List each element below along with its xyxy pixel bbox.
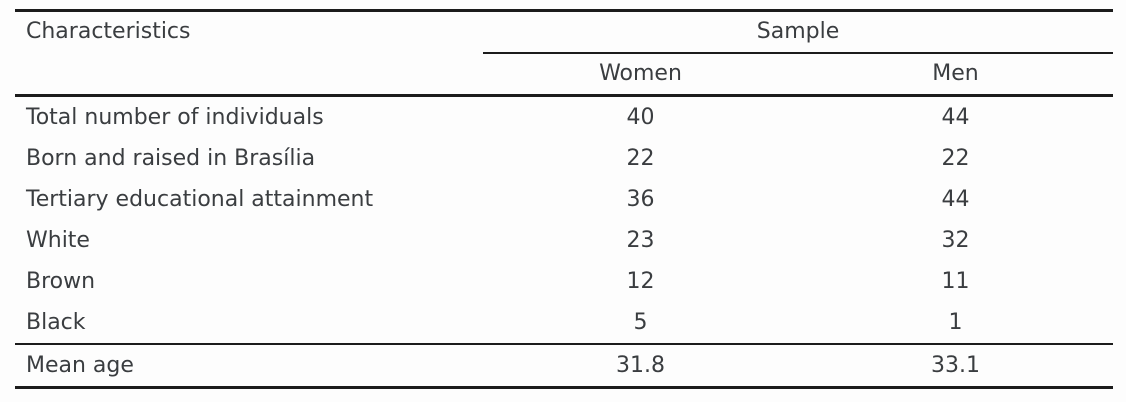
row-label: Born and raised in Brasília (26, 145, 316, 171)
mean-age-row: Mean age 31.8 33.1 (15, 343, 1113, 389)
men-value-cell: 44 (941, 186, 970, 212)
women-value-cell: 5 (633, 309, 648, 335)
women-value-cell: 36 (626, 186, 655, 212)
group-header-row: Characteristics Sample (15, 10, 1113, 97)
women-value-cell: 31.8 (483, 343, 798, 389)
women-value-cell: 23 (626, 227, 655, 253)
row-label: Brown (26, 268, 96, 294)
sample-characteristics-table: Characteristics Sample Women Men Total n… (15, 9, 1113, 389)
table-body: Total number of individuals 40 44 Born a… (15, 96, 1113, 345)
column-header-men: Men (798, 53, 1113, 97)
table-row: Brown 12 11 (15, 261, 1113, 302)
column-header-characteristics: Characteristics (15, 10, 483, 97)
characteristics-table: Characteristics Sample Women Men Total n… (15, 9, 1113, 389)
row-label: Black (26, 309, 86, 335)
row-label: Total number of individuals (26, 104, 324, 130)
column-header-women: Women (483, 53, 798, 97)
men-value-cell: 32 (941, 227, 970, 253)
row-label: Mean age (15, 343, 483, 389)
table-row: White 23 32 (15, 220, 1113, 261)
column-group-header-sample: Sample (483, 10, 1113, 54)
men-value-cell: 33.1 (798, 343, 1113, 389)
sub-header-row: Women Men (15, 53, 1113, 97)
table-footer: Mean age 31.8 33.1 (15, 343, 1113, 389)
table-row: Born and raised in Brasília 22 22 (15, 138, 1113, 179)
women-value-cell: 22 (626, 145, 655, 171)
women-value-cell: 12 (626, 268, 655, 294)
men-value-cell: 11 (941, 268, 970, 294)
table-header: Characteristics Sample Women Men (15, 10, 1113, 97)
table-row: Tertiary educational attainment 36 44 (15, 179, 1113, 220)
table-row: Total number of individuals 40 44 (15, 96, 1113, 139)
row-label: Tertiary educational attainment (26, 186, 374, 212)
women-value-cell: 40 (626, 104, 655, 130)
row-label: White (26, 227, 90, 253)
men-value-cell: 44 (941, 104, 970, 130)
men-value-cell: 22 (941, 145, 970, 171)
men-value-cell: 1 (948, 309, 963, 335)
table-row: Black 5 1 (15, 302, 1113, 344)
